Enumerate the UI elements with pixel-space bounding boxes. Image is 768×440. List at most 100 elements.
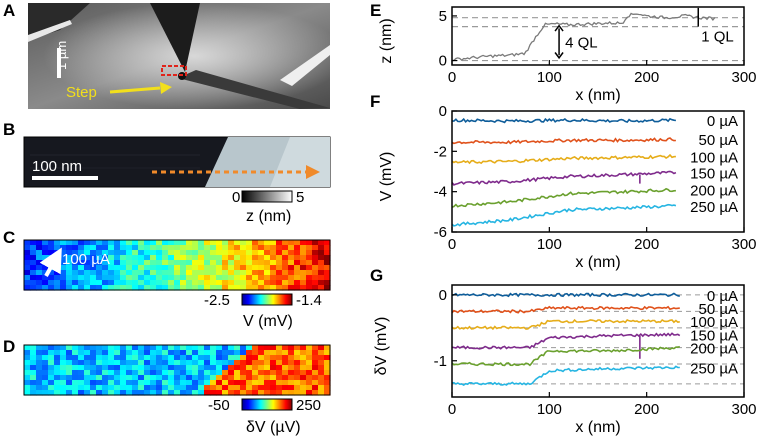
heatmap-cell xyxy=(156,355,163,361)
heatmap-cell xyxy=(258,255,265,261)
legend-label: 250 µA xyxy=(690,360,738,377)
heatmap-cell xyxy=(138,380,145,386)
heatmap-cell xyxy=(318,365,325,371)
heatmap-cell xyxy=(108,285,115,291)
heatmap-cell xyxy=(258,260,265,266)
heatmap-cell xyxy=(288,365,295,371)
heatmap-cell xyxy=(132,365,139,371)
heatmap-cell xyxy=(120,355,127,361)
heatmap-cell xyxy=(108,255,115,261)
heatmap-cell xyxy=(228,260,235,266)
heatmap-cell xyxy=(264,265,271,271)
heatmap-cell xyxy=(114,240,121,246)
heatmap-cell xyxy=(324,370,331,376)
heatmap-cell xyxy=(60,380,67,386)
heatmap-cell xyxy=(264,365,271,371)
heatmap-cell xyxy=(36,250,43,256)
heatmap-cell xyxy=(126,360,133,366)
heatmap-cell xyxy=(300,345,307,351)
heatmap-cell xyxy=(210,255,217,261)
legend-label: 250 µA xyxy=(690,199,738,216)
heatmap-cell xyxy=(216,250,223,256)
heatmap-cell xyxy=(294,265,301,271)
heatmap-cell xyxy=(312,350,319,356)
heatmap-cell xyxy=(138,390,145,396)
heatmap-cell xyxy=(84,285,91,291)
heatmap-cell xyxy=(102,255,109,261)
heatmap-cell xyxy=(186,385,193,391)
heatmap-cell xyxy=(120,270,127,276)
heatmap-cell xyxy=(66,250,73,256)
heatmap-cell xyxy=(240,345,247,351)
heatmap-cell xyxy=(90,280,97,286)
heatmap-cell xyxy=(246,280,253,286)
x-axis-label: x (nm) xyxy=(575,87,620,104)
heatmap-cell xyxy=(216,385,223,391)
heatmap-cell xyxy=(234,385,241,391)
heatmap-cell xyxy=(210,270,217,276)
heatmap-cell xyxy=(216,370,223,376)
heatmap-cell xyxy=(102,270,109,276)
heatmap-cell xyxy=(318,380,325,386)
heatmap-cell xyxy=(210,275,217,281)
heatmap-cell xyxy=(54,380,61,386)
plot-frame xyxy=(451,6,745,66)
y-tick-label: 0 xyxy=(439,103,447,120)
series-line-0 xyxy=(451,292,680,298)
heatmap-cell xyxy=(276,375,283,381)
heatmap-cell xyxy=(108,270,115,276)
heatmap-cell xyxy=(72,245,79,251)
heatmap-cell xyxy=(276,365,283,371)
heatmap-cell xyxy=(162,275,169,281)
scale-bar-a xyxy=(57,48,61,78)
heatmap-cell xyxy=(90,255,97,261)
heatmap-cell xyxy=(306,350,313,356)
x-tick-label: 100 xyxy=(537,69,562,86)
heatmap-cell xyxy=(102,280,109,286)
heatmap-cell xyxy=(246,355,253,361)
heatmap-cell xyxy=(114,250,121,256)
heatmap-cell xyxy=(78,345,85,351)
heatmap-cell xyxy=(126,355,133,361)
heatmap-cell xyxy=(150,255,157,261)
heatmap-cell xyxy=(222,245,229,251)
heatmap-cell xyxy=(270,240,277,246)
heatmap-cell xyxy=(30,255,37,261)
heatmap-cell xyxy=(324,275,331,281)
heatmap-cell xyxy=(294,355,301,361)
heatmap-cell xyxy=(36,260,43,266)
plot-frame xyxy=(451,110,745,233)
heatmap-cell xyxy=(120,285,127,291)
heatmap-cell xyxy=(198,390,205,396)
heatmap-cell xyxy=(174,270,181,276)
colorbar-d-min: -50 xyxy=(208,397,230,414)
legend-label: 100 µA xyxy=(690,149,738,166)
heatmap-cell xyxy=(30,245,37,251)
heatmap-cell xyxy=(222,355,229,361)
legend-label: 150 µA xyxy=(690,327,738,344)
heatmap-cell xyxy=(48,385,55,391)
heatmap-cell xyxy=(216,355,223,361)
heatmap-cell xyxy=(42,375,49,381)
heatmap-cell xyxy=(228,390,235,396)
legend-label: 0 µA xyxy=(707,288,738,305)
heatmap-cell xyxy=(24,365,31,371)
heatmap-cell xyxy=(216,285,223,291)
x-tick-label: 300 xyxy=(731,236,756,253)
heatmap-cell xyxy=(204,270,211,276)
heatmap-cell xyxy=(198,265,205,271)
heatmap-cell xyxy=(156,275,163,281)
heatmap-cell xyxy=(186,370,193,376)
heatmap-cell xyxy=(36,255,43,261)
heatmap-cell xyxy=(78,380,85,386)
heatmap-cell xyxy=(108,265,115,271)
heatmap-cell xyxy=(186,250,193,256)
heatmap-cell xyxy=(300,240,307,246)
heatmap-cell xyxy=(318,360,325,366)
heatmap-cell xyxy=(156,255,163,261)
legend-label: 200 µA xyxy=(690,341,738,358)
heatmap-cell xyxy=(48,350,55,356)
heatmap-cell xyxy=(36,245,43,251)
heatmap-cell xyxy=(210,360,217,366)
